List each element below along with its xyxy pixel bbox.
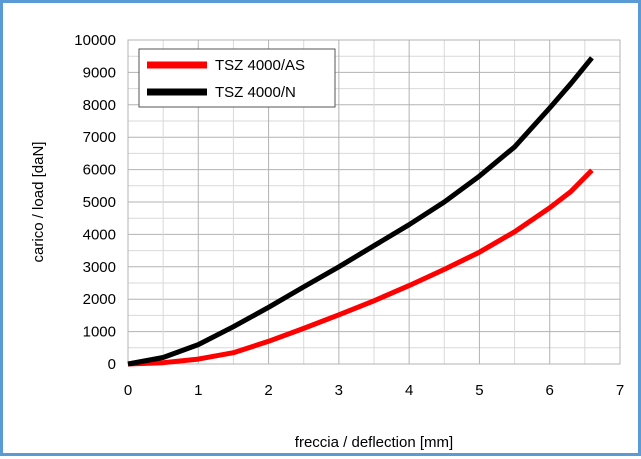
series-layer	[127, 56, 594, 367]
series-line-tsz-4000-n	[127, 56, 594, 367]
series-line-tsz-4000-as	[127, 168, 594, 367]
x-tick-label: 1	[194, 382, 202, 399]
y-tick-label: 0	[108, 356, 116, 373]
plot-area-border	[127, 39, 621, 365]
x-axis-title: freccia / deflection [mm]	[295, 434, 453, 451]
legend-label-tsz-4000-n: TSZ 4000/N	[215, 84, 296, 101]
x-tick-label: 5	[475, 382, 483, 399]
x-tick-label: 3	[335, 382, 343, 399]
y-tick-label: 8000	[83, 97, 116, 114]
y-tick-label: 2000	[83, 291, 116, 308]
line-chart: 0 1000 2000 3000 4000 5000 6000 7000 8000 9000 100…	[30, 32, 624, 451]
x-tick-label: 6	[546, 382, 554, 399]
y-tick-label: 5000	[83, 194, 116, 211]
x-tick-label: 2	[264, 382, 272, 399]
y-axis-title: carico / load [daN]	[30, 142, 47, 263]
legend: TSZ 4000/AS TSZ 4000/N	[138, 48, 336, 108]
legend-box	[138, 48, 336, 108]
y-tick-label: 6000	[83, 162, 116, 179]
y-tick-label: 3000	[83, 259, 116, 276]
y-tick-label: 7000	[83, 129, 116, 146]
grid-layer	[127, 39, 621, 365]
y-tick-label: 10000	[74, 32, 116, 49]
y-tick-label: 1000	[83, 324, 116, 341]
axes-layer	[127, 39, 621, 365]
x-tick-label: 0	[124, 382, 132, 399]
x-tick-label: 4	[405, 382, 413, 399]
y-tick-label: 9000	[83, 64, 116, 81]
legend-label-tsz-4000-as: TSZ 4000/AS	[215, 57, 305, 74]
y-tick-label: 4000	[83, 226, 116, 243]
x-tick-label: 7	[616, 382, 624, 399]
tick-labels: 0 1000 2000 3000 4000 5000 6000 7000 8000 9000 100…	[74, 32, 624, 399]
